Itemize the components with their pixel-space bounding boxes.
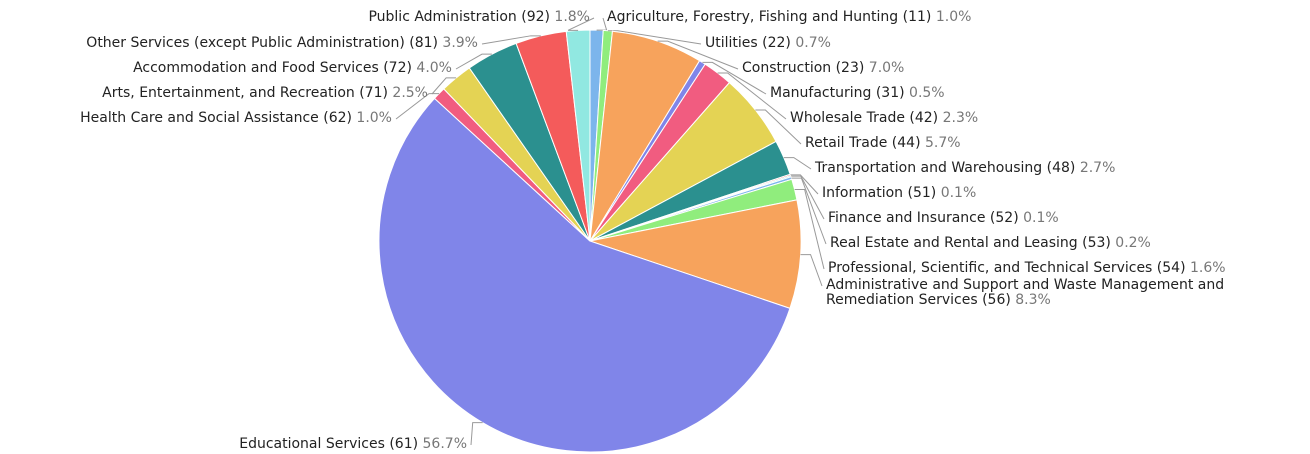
percent-label: 0.1%	[1023, 210, 1059, 226]
percent-label: 5.7%	[924, 135, 961, 151]
percent-label: 2.5%	[392, 85, 428, 101]
category-name: Wholesale Trade (42)	[790, 110, 939, 126]
slice-label: Construction (23) 7.0%	[742, 61, 904, 76]
connector	[607, 30, 702, 45]
slice-label: Professional, Scientific, and Technical …	[828, 261, 1226, 276]
connector	[395, 93, 440, 120]
slice-label: Public Administration (92) 1.8%	[368, 10, 590, 25]
category-name: Finance and Insurance (52)	[828, 210, 1019, 226]
slice-label: Manufacturing (31) 0.5%	[770, 86, 945, 101]
connector	[800, 254, 823, 287]
percent-label: 2.3%	[942, 110, 979, 126]
percent-label: 0.2%	[1115, 235, 1151, 251]
percent-label: 0.7%	[795, 35, 831, 51]
slice-label: Administrative and Support and Waste Man…	[826, 278, 1308, 308]
category-name: Information (51)	[822, 185, 937, 201]
category-name: Administrative and Support and Waste Man…	[826, 277, 1225, 308]
slice-label: Agriculture, Forestry, Fishing and Hunti…	[607, 10, 971, 25]
slice-label: Retail Trade (44) 5.7%	[805, 136, 961, 151]
connector	[794, 189, 825, 270]
slice-label: Real Estate and Rental and Leasing (53) …	[830, 236, 1151, 251]
category-name: Transportation and Warehousing (48)	[815, 160, 1076, 176]
slice-label: Information (51) 0.1%	[822, 186, 976, 201]
category-name: Accommodation and Food Services (72)	[133, 60, 412, 76]
slice-label: Health Care and Social Assistance (62) 1…	[80, 111, 392, 126]
slice-label: Wholesale Trade (42) 2.3%	[790, 111, 978, 126]
connector	[657, 40, 739, 70]
percent-label: 8.3%	[1015, 292, 1051, 308]
connector	[755, 109, 802, 145]
slice-label: Arts, Entertainment, and Recreation (71)…	[102, 86, 428, 101]
connector	[481, 35, 541, 45]
pie-slice	[378, 97, 791, 453]
connector	[596, 17, 608, 31]
connector	[783, 157, 812, 170]
percent-label: 4.0%	[416, 60, 452, 76]
category-name: Other Services (except Public Administra…	[86, 35, 438, 51]
category-name: Utilities (22)	[705, 35, 791, 51]
connector	[567, 17, 595, 31]
slice-label: Finance and Insurance (52) 0.1%	[828, 211, 1059, 226]
category-name: Agriculture, Forestry, Fishing and Hunti…	[607, 9, 932, 25]
category-name: Manufacturing (31)	[770, 85, 905, 101]
category-name: Professional, Scientific, and Technical …	[828, 260, 1186, 276]
category-name: Retail Trade (44)	[805, 135, 921, 151]
percent-label: 1.0%	[935, 9, 972, 25]
percent-label: 56.7%	[422, 436, 467, 452]
slice-label: Other Services (except Public Administra…	[86, 36, 478, 51]
category-name: Arts, Entertainment, and Recreation (71)	[102, 85, 388, 101]
slice-label: Educational Services (61) 56.7%	[239, 437, 467, 452]
slice-label: Transportation and Warehousing (48) 2.7%	[815, 161, 1115, 176]
connector	[790, 175, 825, 220]
percent-label: 2.7%	[1079, 160, 1116, 176]
connector	[455, 53, 492, 70]
percent-label: 1.0%	[356, 110, 392, 126]
percent-label: 1.6%	[1190, 260, 1226, 276]
category-name: Real Estate and Rental and Leasing (53)	[830, 235, 1111, 251]
connector	[717, 72, 787, 120]
slice-label: Accommodation and Food Services (72) 4.0…	[133, 61, 452, 76]
connector	[791, 177, 827, 245]
connector	[790, 174, 819, 195]
category-name: Public Administration (92)	[368, 9, 550, 25]
percent-label: 7.0%	[868, 60, 905, 76]
percent-label: 0.1%	[940, 185, 977, 201]
percent-label: 0.5%	[909, 85, 945, 101]
category-name: Construction (23)	[742, 60, 865, 76]
connector	[470, 422, 483, 446]
connector	[431, 77, 457, 95]
slice-label: Utilities (22) 0.7%	[705, 36, 831, 51]
percent-label: 1.8%	[554, 9, 590, 25]
category-name: Health Care and Social Assistance (62)	[80, 110, 352, 126]
connector	[702, 61, 767, 95]
category-name: Educational Services (61)	[239, 436, 419, 452]
percent-label: 3.9%	[442, 35, 478, 51]
